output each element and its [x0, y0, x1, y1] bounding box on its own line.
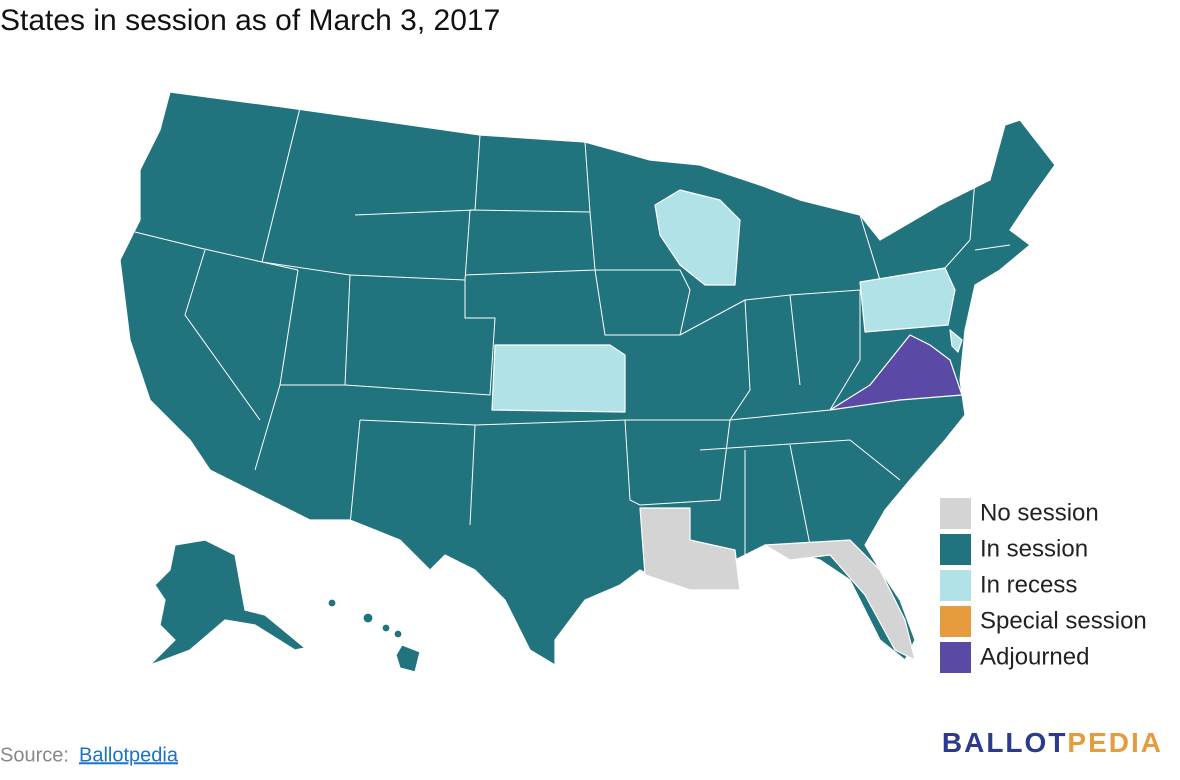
legend-label: No session	[980, 499, 1099, 526]
legend-label: In recess	[980, 571, 1077, 598]
legend-label: Special session	[980, 607, 1147, 634]
legend-label: Adjourned	[980, 643, 1089, 670]
legend-swatch	[940, 570, 971, 601]
state-region	[949, 329, 963, 353]
legend-label: In session	[980, 535, 1088, 562]
state-region	[764, 539, 916, 661]
logo-part: PEDIA	[1067, 727, 1163, 758]
source-link[interactable]: Ballotpedia	[79, 744, 179, 766]
islands	[327, 598, 421, 673]
state-region	[327, 598, 337, 608]
state-region	[829, 334, 963, 411]
state-region	[381, 623, 391, 633]
map	[119, 91, 1056, 673]
state-region	[654, 189, 741, 286]
legend: No session In session In recess Special ses…	[940, 498, 1147, 673]
legend-swatch	[940, 606, 971, 637]
state-region	[362, 612, 374, 624]
state-region	[491, 344, 626, 413]
state-region	[639, 507, 741, 591]
logo: BALLOTPEDIA	[942, 727, 1163, 758]
source-label: Source:	[0, 744, 69, 766]
state-borders	[134, 107, 1011, 560]
state-region	[395, 644, 421, 673]
state-region	[859, 267, 956, 333]
state-region	[393, 629, 403, 639]
legend-swatch	[940, 498, 971, 529]
state-region	[149, 539, 306, 666]
title: States in session as of March 3, 2017	[0, 4, 500, 37]
legend-swatch	[940, 642, 971, 673]
legend-swatch	[940, 534, 971, 565]
logo-part: BALLOT	[942, 727, 1068, 758]
